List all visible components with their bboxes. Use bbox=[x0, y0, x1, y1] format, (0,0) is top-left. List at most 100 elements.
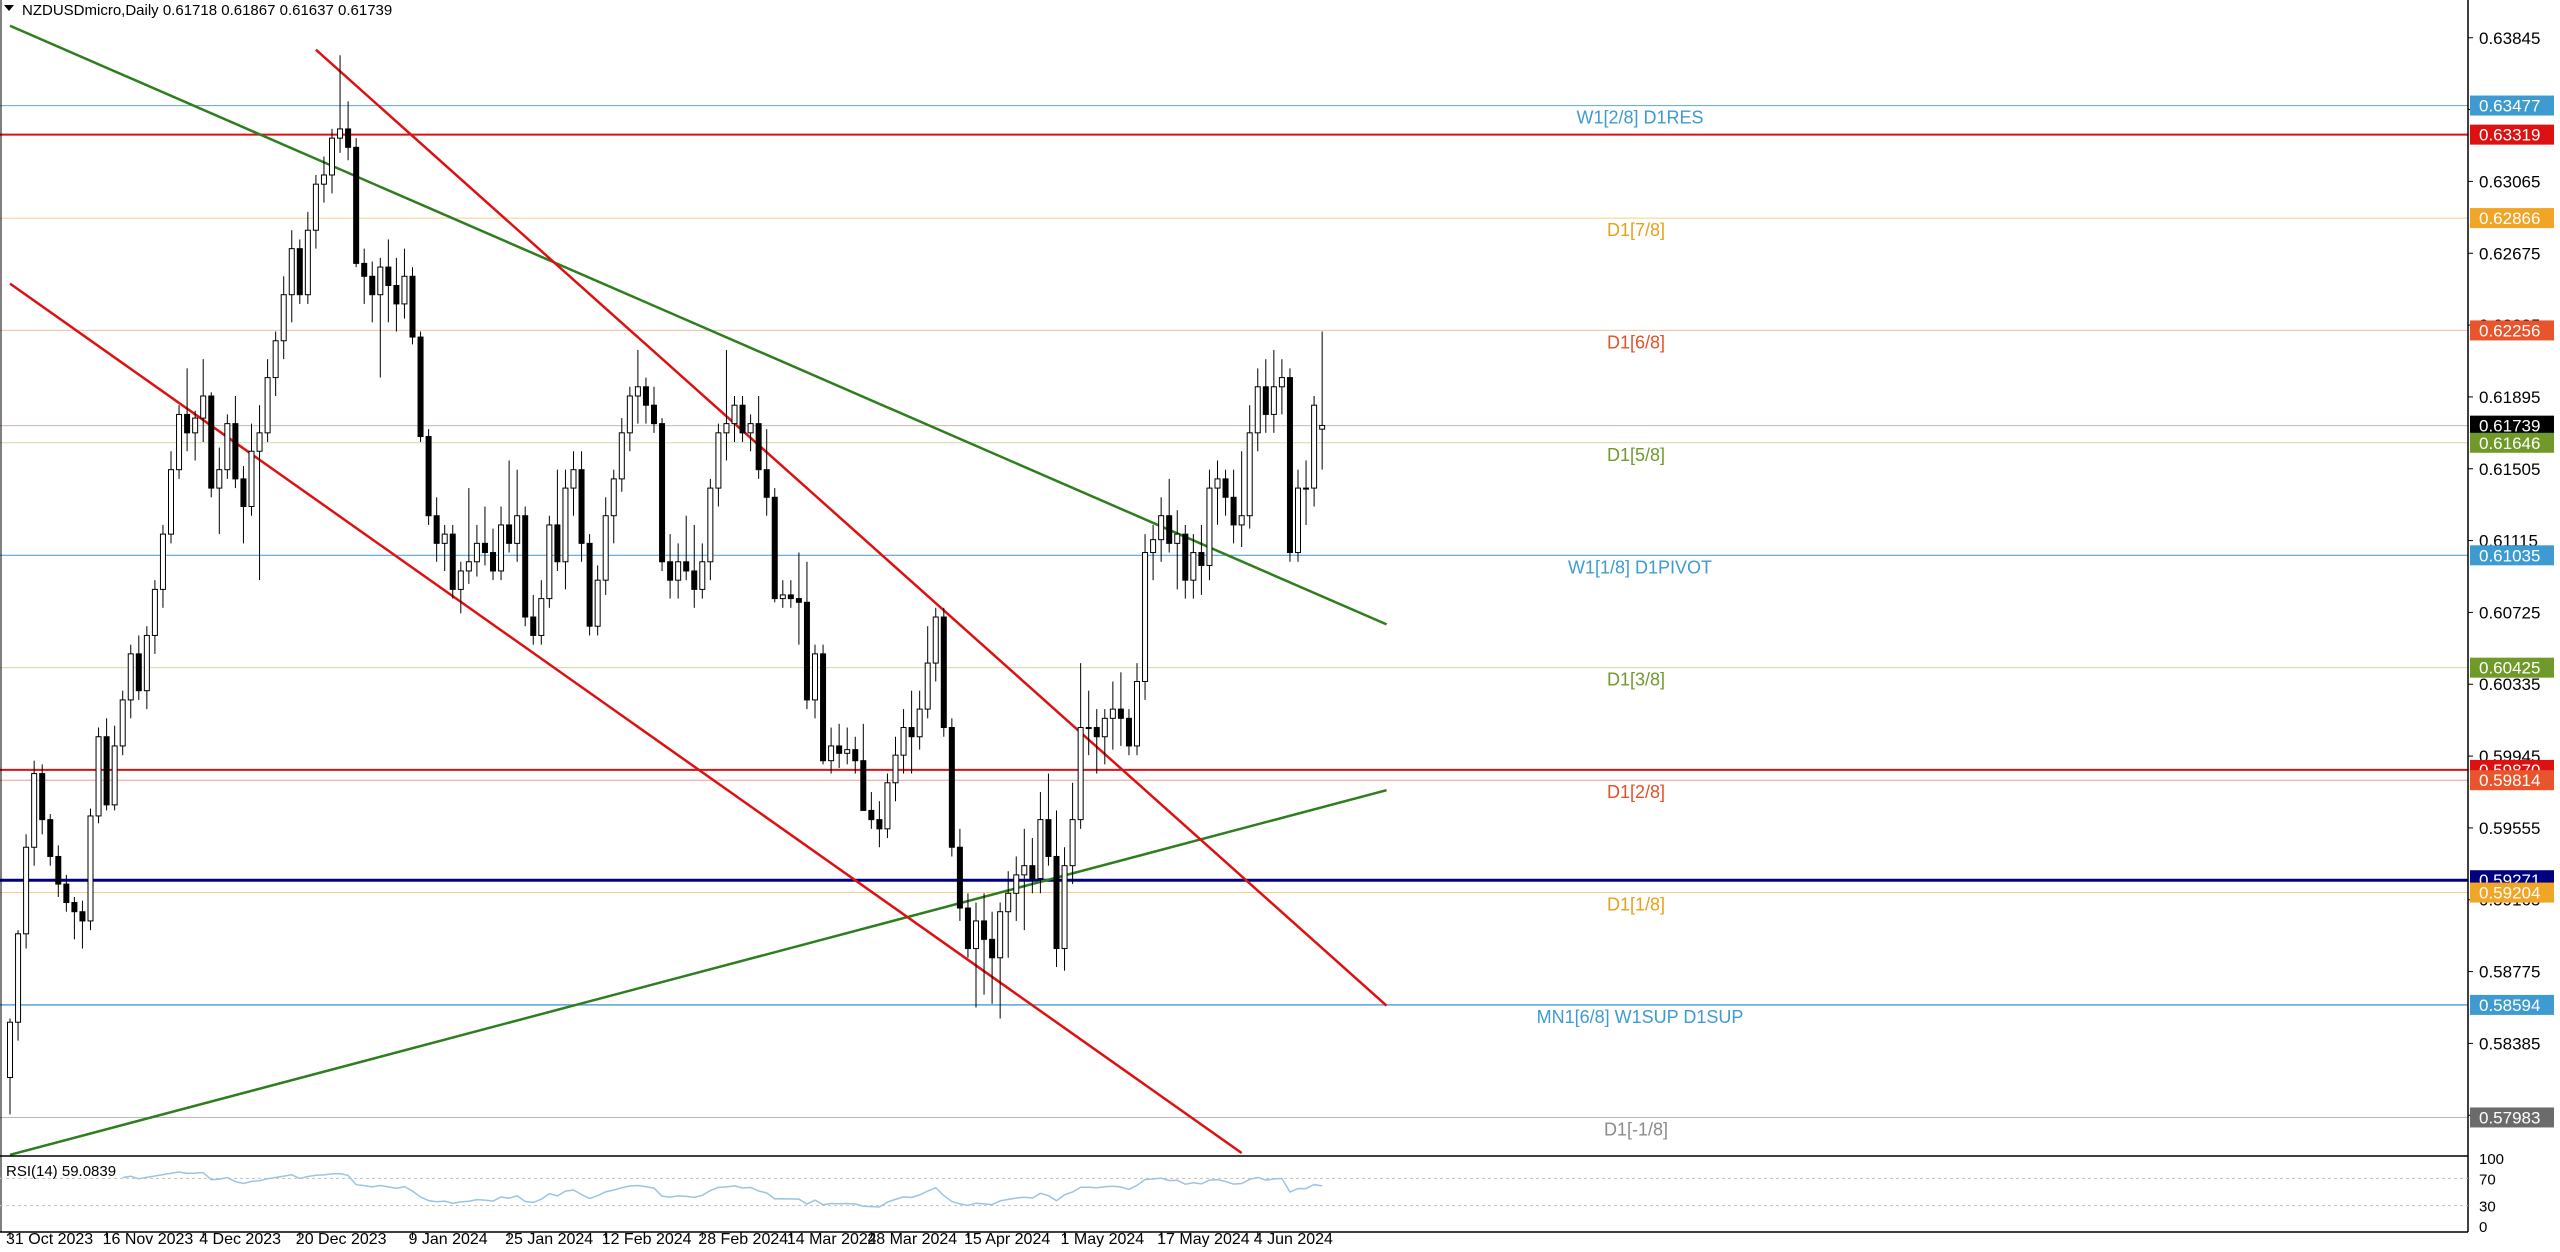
price-tag bbox=[2470, 545, 2554, 566]
rsi-scale-label: 30 bbox=[2479, 1199, 2496, 1216]
candle-bull bbox=[31, 773, 38, 848]
x-tick-label: 16 Nov 2023 bbox=[103, 1231, 194, 1247]
candle-bear bbox=[393, 284, 400, 305]
price-tag-label: 0.57983 bbox=[2479, 1108, 2540, 1127]
candle-bear bbox=[208, 395, 215, 489]
rsi-scale-label: 100 bbox=[2479, 1151, 2504, 1168]
candle-bull bbox=[514, 515, 521, 544]
candle-bull bbox=[498, 524, 505, 572]
candles bbox=[7, 55, 1326, 1115]
candle-bull bbox=[546, 524, 553, 600]
candle-bull bbox=[377, 266, 384, 296]
candle-bull bbox=[87, 815, 94, 922]
symbol-header: NZDUSDmicro,Daily 0.61718 0.61867 0.6163… bbox=[22, 2, 392, 19]
candle-bull bbox=[329, 137, 335, 176]
candle-bull bbox=[1206, 487, 1213, 566]
candle-bear bbox=[739, 404, 746, 434]
price-tag bbox=[2470, 432, 2554, 453]
candle-bull bbox=[723, 423, 730, 434]
candle-bull bbox=[337, 128, 344, 139]
price-tag-label: 0.59814 bbox=[2479, 771, 2540, 790]
candle-bull bbox=[1254, 386, 1261, 434]
candle-bull bbox=[1061, 865, 1068, 950]
candle-bull bbox=[1069, 819, 1076, 867]
y-tick-label: 0.62675 bbox=[2479, 244, 2540, 263]
candle-bull bbox=[1270, 386, 1277, 415]
candle-bull bbox=[828, 745, 835, 762]
candle-bull bbox=[272, 340, 279, 379]
candle-bear bbox=[433, 515, 440, 544]
candle-bear bbox=[659, 423, 666, 563]
candle-bear bbox=[763, 469, 770, 498]
candle-bull bbox=[23, 846, 30, 935]
level-labels: W1[2/8] D1RES D1[7/8] D1[6/8] D1[5/8] W1[1/8… bbox=[1537, 108, 1744, 1140]
trendline bbox=[9, 24, 1388, 626]
x-tick-label: 1 May 2024 bbox=[1061, 1231, 1145, 1247]
candle-bull bbox=[900, 727, 907, 756]
candle-bear bbox=[481, 542, 488, 554]
price-tag-label: 0.61739 bbox=[2479, 417, 2540, 436]
candle-bear bbox=[39, 773, 46, 821]
y-tick-label: 0.58385 bbox=[2479, 1034, 2540, 1053]
candle-bear bbox=[79, 911, 86, 922]
candle-bull bbox=[1214, 478, 1221, 489]
candle-bear bbox=[135, 653, 142, 692]
candle-bull bbox=[1101, 717, 1108, 738]
level-label: D1[1/8] bbox=[1607, 895, 1665, 915]
candle-bear bbox=[908, 727, 915, 738]
candle-bear bbox=[361, 262, 368, 277]
candle-bull bbox=[973, 920, 979, 950]
time-axis[interactable]: 31 Oct 2023 16 Nov 2023 4 Dec 2023 20 Dec 2… bbox=[6, 1231, 1333, 1248]
candle-bear bbox=[1262, 386, 1269, 415]
y-tick-label: 0.58775 bbox=[2479, 963, 2540, 982]
price-tag bbox=[2470, 320, 2554, 341]
candle-bear bbox=[876, 819, 883, 830]
candle-bull bbox=[779, 594, 786, 600]
y-tick-label: 0.63065 bbox=[2479, 172, 2540, 191]
candle-bear bbox=[522, 515, 529, 618]
candle-bull bbox=[1150, 539, 1157, 554]
candle-bull bbox=[707, 487, 714, 563]
candle-bull bbox=[618, 432, 625, 480]
x-tick-label: 4 Dec 2023 bbox=[199, 1231, 281, 1247]
candle-bull bbox=[256, 432, 263, 452]
x-tick-label: 20 Dec 2023 bbox=[296, 1231, 387, 1247]
candle-bear bbox=[586, 542, 593, 627]
candle-bull bbox=[594, 579, 601, 627]
candle-bull bbox=[997, 911, 1004, 959]
candle-bear bbox=[755, 423, 762, 471]
candle-bull bbox=[127, 653, 134, 701]
candle-bull bbox=[1142, 552, 1149, 682]
price-tag bbox=[2470, 770, 2554, 791]
rsi-scale-label: 0 bbox=[2479, 1219, 2487, 1236]
trendline bbox=[315, 48, 1388, 1007]
candle-bear bbox=[852, 749, 859, 762]
y-tick-label: 0.63845 bbox=[2479, 29, 2540, 48]
candle-bull bbox=[7, 1021, 13, 1078]
candle-bull bbox=[1319, 424, 1326, 430]
candle-bull bbox=[264, 377, 271, 434]
candle-bear bbox=[1045, 819, 1052, 857]
candle-bull bbox=[884, 782, 891, 830]
candle-bull bbox=[812, 653, 818, 701]
price-tag-label: 0.61646 bbox=[2479, 434, 2540, 453]
price-axis[interactable]: 0.638450.634550.630650.626750.622850.618… bbox=[2468, 29, 2540, 1125]
candle-bull bbox=[1158, 515, 1165, 541]
candle-bull bbox=[15, 933, 22, 1023]
candle-bull bbox=[602, 515, 609, 581]
candle-bear bbox=[1029, 865, 1036, 880]
candle-bear bbox=[1166, 515, 1173, 544]
candle-bull bbox=[562, 487, 569, 563]
candle-bear bbox=[1230, 496, 1237, 526]
level-lines bbox=[0, 104, 2468, 1118]
candle-bear bbox=[820, 653, 827, 762]
candle-bear bbox=[449, 533, 456, 590]
candle-bear bbox=[184, 413, 191, 434]
candle-bull bbox=[192, 417, 199, 434]
candle-bull bbox=[1303, 487, 1310, 490]
candle-bull bbox=[1109, 708, 1116, 719]
candle-bull bbox=[312, 183, 319, 231]
rsi-panel[interactable]: 100 70 30 0 bbox=[0, 1151, 2504, 1236]
header-dropdown-icon[interactable] bbox=[4, 5, 14, 11]
